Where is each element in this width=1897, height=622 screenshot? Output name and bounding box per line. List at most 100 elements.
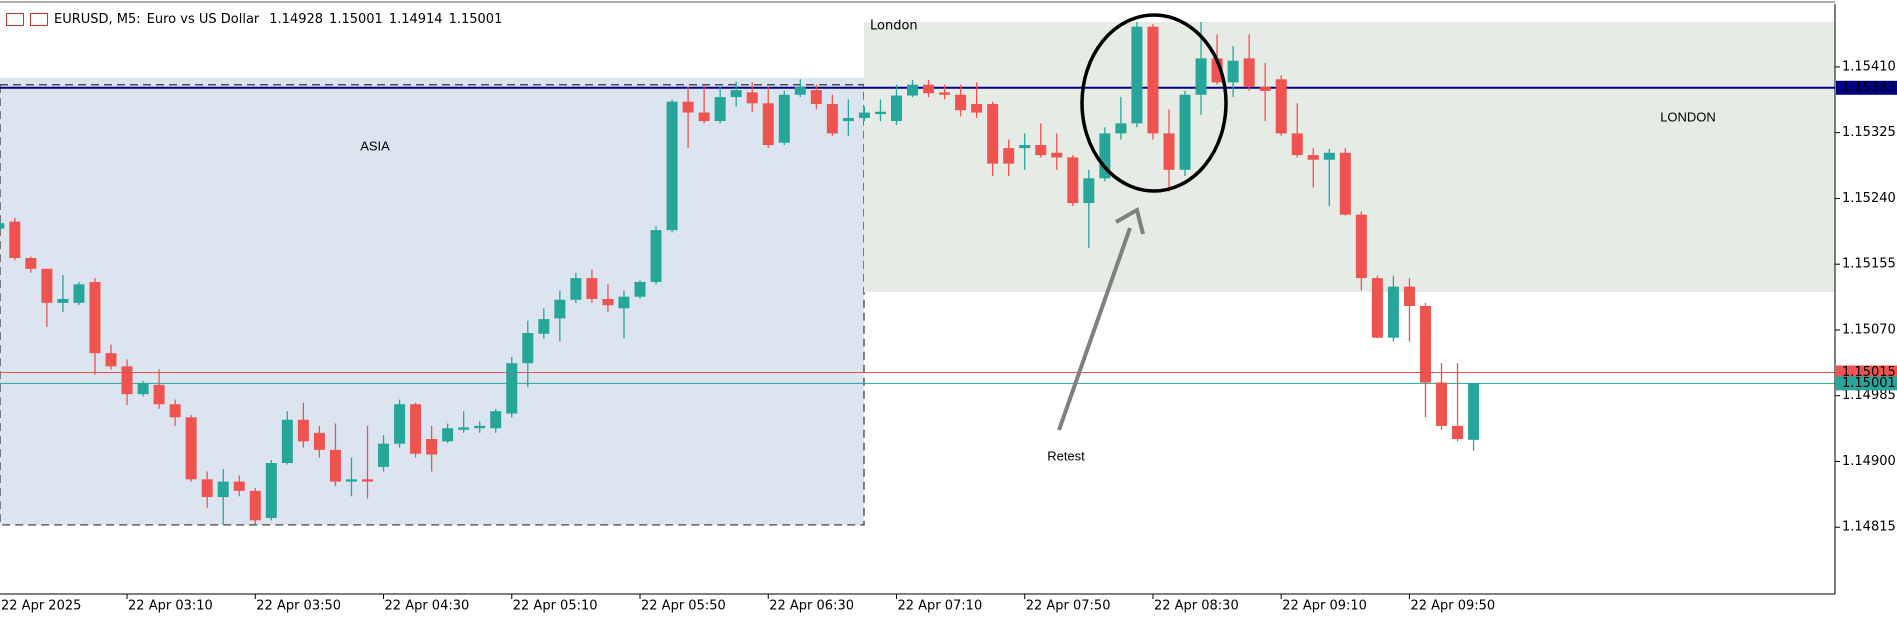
description: Euro vs US Dollar <box>146 12 260 27</box>
candle-body <box>1019 145 1031 149</box>
candle-body <box>1468 383 1480 440</box>
candle-body <box>345 479 357 482</box>
y-tick-label: 1.14985 <box>1842 388 1896 403</box>
candle-body <box>1339 152 1351 215</box>
price-tag <box>1836 365 1897 380</box>
candle-body <box>233 481 245 491</box>
time-axis-bg <box>0 594 1897 622</box>
zone-border <box>0 84 865 526</box>
candle-body <box>1211 58 1223 83</box>
candle-body <box>1051 152 1063 158</box>
candle-body <box>1067 157 1079 204</box>
price-tag <box>1836 80 1897 95</box>
candle-body <box>666 101 678 231</box>
candle-body <box>1083 178 1095 204</box>
candle-body <box>1099 133 1111 179</box>
candle-body <box>361 479 373 482</box>
price-tag-label: 1.15001 <box>1842 376 1896 391</box>
candle-body <box>1227 60 1239 83</box>
candle-body <box>586 278 598 299</box>
candle-body <box>1419 305 1431 383</box>
candle-body <box>650 230 662 282</box>
symbol: EURUSD, M5: <box>54 12 141 27</box>
candle-body <box>1403 286 1415 306</box>
candle-body <box>746 92 758 104</box>
candle-body <box>217 481 229 498</box>
candle-body <box>778 94 790 143</box>
zone-tag: London <box>870 19 918 34</box>
candle-body <box>474 425 486 429</box>
candle-body <box>826 104 838 134</box>
price-tag-label: 1.15015 <box>1842 365 1896 380</box>
candle-body <box>442 428 454 442</box>
arrow-head <box>1115 206 1145 235</box>
icon <box>6 13 24 26</box>
candle-body <box>1179 94 1191 170</box>
candle-body <box>1387 286 1399 338</box>
y-tick-label: 1.15155 <box>1842 257 1896 272</box>
x-tick-label: 22 Apr 04:30 <box>385 599 470 614</box>
candle-body <box>971 104 983 113</box>
candle-body <box>410 404 422 454</box>
candle-body <box>1003 148 1015 164</box>
candle-body <box>297 419 309 442</box>
candle-body <box>1035 145 1047 156</box>
y-tick-label: 1.15070 <box>1842 322 1896 337</box>
x-tick-label: 22 Apr 09:50 <box>1410 599 1495 614</box>
candle-body <box>105 353 117 367</box>
candle-body <box>698 112 710 122</box>
candle-body <box>1275 79 1287 134</box>
candle-body <box>1323 152 1335 160</box>
zone-label: ASIA <box>360 138 390 153</box>
candle-body <box>1131 26 1143 124</box>
candle-body <box>1147 26 1159 134</box>
y-tick-label: 1.14900 <box>1842 454 1896 469</box>
candle-body <box>169 404 181 418</box>
candle-body <box>1115 123 1127 134</box>
candle-body <box>762 103 774 146</box>
candle-body <box>682 101 694 113</box>
candle-body <box>810 90 822 105</box>
candle-body <box>426 439 438 455</box>
candle-body <box>939 92 951 95</box>
candle-body <box>794 87 806 95</box>
candle-body <box>121 366 133 395</box>
low-price: 1.14914 <box>388 12 443 27</box>
x-tick-label: 22 Apr 07:10 <box>897 599 982 614</box>
candle-body <box>730 90 742 98</box>
candle-body <box>714 97 726 122</box>
candles <box>0 22 1480 525</box>
candle-body <box>890 95 902 122</box>
candle-body <box>1259 87 1271 91</box>
candle-body <box>1163 133 1175 170</box>
retest-arrow <box>1057 227 1132 431</box>
y-tick-label: 1.15325 <box>1842 125 1896 140</box>
candle-body <box>554 299 566 319</box>
x-tick-label: 22 Apr 03:10 <box>128 599 213 614</box>
candle-body <box>185 417 197 480</box>
retest-circle <box>1080 13 1228 193</box>
candle-body <box>25 257 37 269</box>
y-tick-label: 1.15240 <box>1842 191 1896 206</box>
candle-body <box>538 319 550 334</box>
candle-body <box>955 94 967 111</box>
candle-body <box>201 479 213 498</box>
price-axis-bg <box>1835 0 1897 622</box>
candle-body <box>634 281 646 297</box>
candle-body <box>57 299 69 303</box>
open-price: 1.14928 <box>269 12 324 27</box>
candle-body <box>378 443 390 467</box>
candle-body <box>1452 425 1464 440</box>
candle-body <box>570 278 582 300</box>
annotations: ASIA LONDON Retest <box>360 13 1716 463</box>
candle-body <box>1371 278 1383 338</box>
candle-body <box>1195 58 1207 95</box>
candle-body <box>1243 58 1255 88</box>
x-tick-label: 22 Apr 05:10 <box>513 599 598 614</box>
x-tick-label: 22 Apr 03:50 <box>256 599 341 614</box>
candle-body <box>907 84 919 96</box>
candle-body <box>1436 382 1447 426</box>
